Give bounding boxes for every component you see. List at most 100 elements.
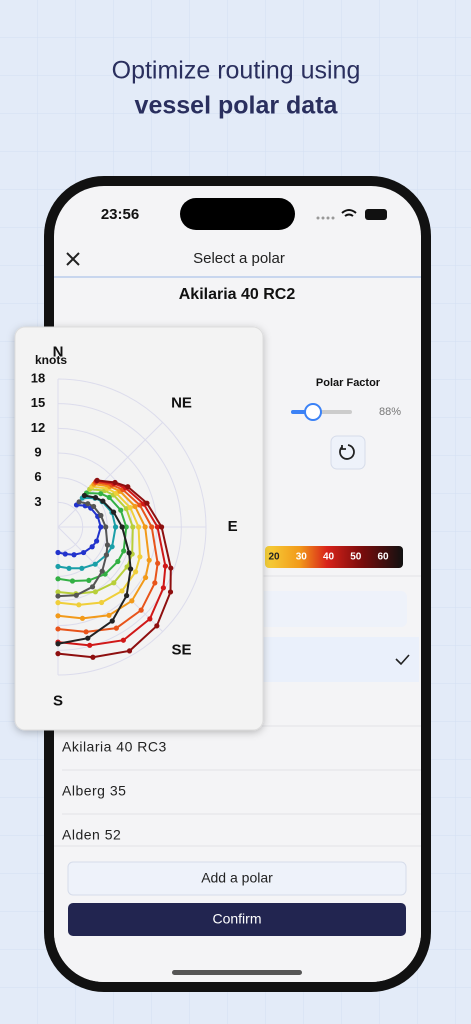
checkmark bbox=[395, 654, 410, 666]
wifi bbox=[341, 209, 357, 217]
polar-point bbox=[113, 625, 119, 631]
angle-tick-label: NE bbox=[171, 394, 192, 411]
polar-point bbox=[162, 563, 168, 569]
polar-point bbox=[154, 623, 160, 629]
polar-point bbox=[76, 499, 82, 505]
polar-point bbox=[112, 524, 119, 530]
r-tick-label: 6 bbox=[34, 469, 41, 484]
add-button-label: Add a polar bbox=[201, 870, 273, 886]
polar-point bbox=[79, 565, 85, 571]
polar-point bbox=[123, 506, 129, 512]
polar-point bbox=[124, 593, 130, 599]
color-scale-label: 60 bbox=[377, 552, 389, 563]
add-button[interactable] bbox=[67, 861, 407, 896]
polar-point bbox=[89, 584, 96, 590]
r-tick-label: 3 bbox=[34, 494, 41, 509]
polar-point bbox=[85, 501, 91, 507]
polar-point bbox=[154, 524, 161, 530]
grid-spoke bbox=[57, 421, 164, 528]
polar-point bbox=[149, 524, 155, 530]
polar-point bbox=[119, 588, 125, 594]
polar-point bbox=[115, 558, 121, 565]
polar-point bbox=[147, 616, 153, 622]
polar-point bbox=[155, 560, 161, 566]
polar-point bbox=[100, 498, 106, 504]
list-item: Alden 52 bbox=[62, 827, 121, 843]
polar-point bbox=[109, 618, 115, 624]
polar-point bbox=[120, 637, 126, 643]
polar-point bbox=[146, 557, 152, 563]
polar-point bbox=[125, 484, 131, 490]
polar-point bbox=[89, 544, 95, 550]
polar-point bbox=[98, 490, 104, 497]
polar-point bbox=[66, 565, 72, 571]
polar-point bbox=[79, 615, 86, 621]
polar-point bbox=[144, 500, 150, 506]
polar-point bbox=[98, 512, 104, 519]
r-tick-label: 9 bbox=[34, 444, 41, 459]
polar-point bbox=[126, 550, 132, 556]
polar-point bbox=[103, 524, 109, 530]
polar-point bbox=[55, 563, 61, 570]
polar-point bbox=[98, 524, 104, 530]
polar-point bbox=[73, 592, 79, 598]
reset-button[interactable] bbox=[330, 435, 366, 470]
color-scale-label: 50 bbox=[350, 552, 362, 563]
polar-point bbox=[92, 561, 98, 567]
angle-tick-label: S bbox=[53, 693, 63, 710]
polar-point bbox=[55, 589, 61, 595]
polar-point bbox=[130, 524, 136, 530]
polar-point bbox=[167, 589, 174, 595]
signal bbox=[316, 216, 335, 220]
color-scale-label: 40 bbox=[323, 552, 335, 563]
angle-tick-label: SE bbox=[171, 641, 191, 658]
polar-point bbox=[99, 568, 105, 574]
nav-title: Select a polar bbox=[193, 250, 285, 267]
polar-point bbox=[106, 612, 112, 618]
polar-point bbox=[110, 509, 117, 515]
polar-point bbox=[80, 549, 87, 556]
polar-point bbox=[91, 503, 97, 510]
grid-spoke bbox=[57, 526, 164, 633]
polar-point bbox=[160, 585, 166, 591]
list: Akilaria 40 RC3 Alberg 35 Alden 52 bbox=[62, 725, 421, 843]
polar-point bbox=[92, 495, 99, 501]
color-scale bbox=[265, 546, 403, 568]
color-scale-label: 20 bbox=[268, 552, 280, 563]
polar-point bbox=[137, 554, 143, 560]
polar-point bbox=[128, 566, 134, 572]
polar-point bbox=[159, 524, 165, 530]
polar-point bbox=[55, 549, 61, 556]
slider-knob[interactable] bbox=[304, 403, 322, 421]
polar-point bbox=[137, 502, 143, 508]
polar-point bbox=[112, 479, 118, 486]
angle-tick-label: N bbox=[53, 343, 64, 360]
battery bbox=[365, 209, 387, 220]
polar-point bbox=[98, 599, 105, 606]
r-tick-label: 18 bbox=[31, 370, 45, 385]
r-unit-label: knots bbox=[35, 353, 67, 367]
polar-point bbox=[81, 492, 88, 499]
polar-point bbox=[76, 602, 82, 608]
polar-point bbox=[87, 642, 93, 648]
polar-point bbox=[109, 544, 115, 550]
polar-point bbox=[129, 598, 135, 604]
confirm-button[interactable] bbox=[68, 903, 406, 936]
color-scale-label: 30 bbox=[296, 552, 308, 563]
polar-point bbox=[126, 648, 133, 654]
polar-point bbox=[118, 507, 124, 513]
headline-bold: vessel polar data bbox=[135, 92, 339, 120]
polar-point bbox=[127, 505, 133, 511]
polar-point bbox=[94, 538, 100, 544]
polar-point bbox=[106, 494, 112, 500]
polar-point bbox=[69, 578, 76, 584]
polar-point bbox=[85, 635, 91, 641]
polar-point bbox=[142, 524, 148, 530]
polar-point bbox=[138, 607, 144, 613]
polar-point bbox=[90, 654, 96, 660]
close-button[interactable] bbox=[66, 252, 80, 266]
polar-point bbox=[83, 629, 89, 635]
polar-point bbox=[152, 580, 158, 586]
r-tick-label: 15 bbox=[31, 395, 45, 410]
